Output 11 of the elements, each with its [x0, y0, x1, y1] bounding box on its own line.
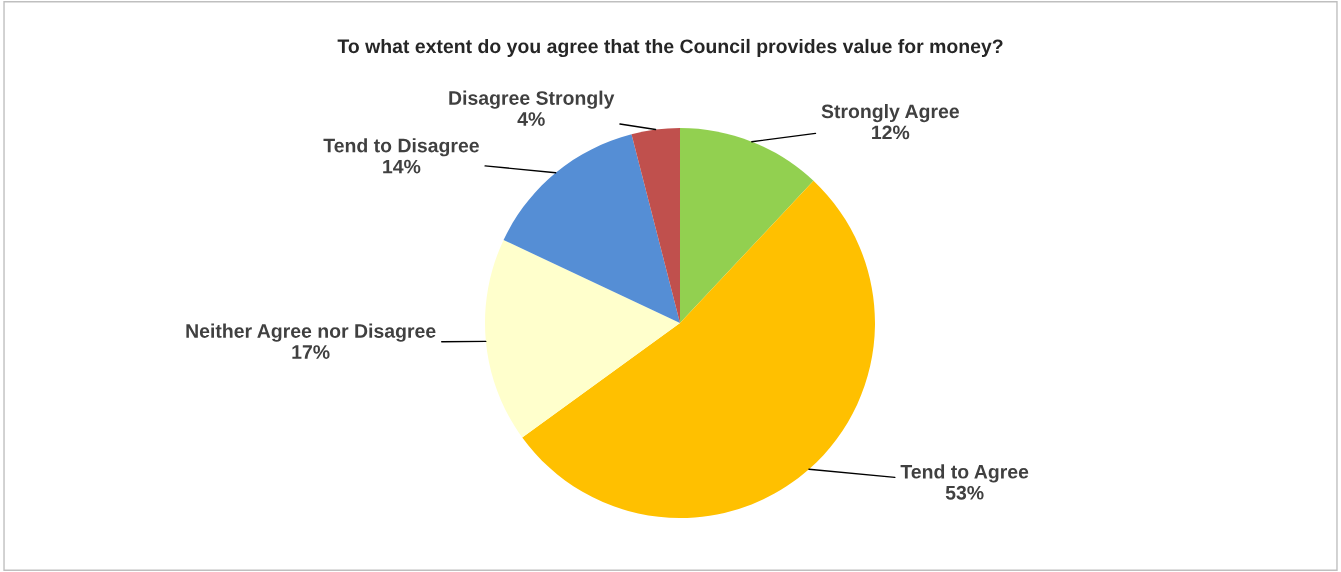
slice-label: Disagree Strongly — [449, 90, 615, 109]
slice-label: Tend to Disagree — [323, 138, 479, 157]
data-label: 17% — [292, 345, 330, 359]
slice-label: Neither Agree nor Disagree — [186, 323, 436, 342]
data-label: 12% — [872, 125, 910, 140]
data-label: 4% — [517, 112, 545, 126]
data-label: 53% — [945, 485, 984, 500]
slice-label: Tend to Agree — [900, 464, 1029, 483]
slice-label: Strongly Agree — [821, 103, 959, 123]
chart-title: To what extent do you agree that the Council provides value for money? — [337, 38, 1003, 58]
data-label: 14% — [383, 159, 421, 174]
